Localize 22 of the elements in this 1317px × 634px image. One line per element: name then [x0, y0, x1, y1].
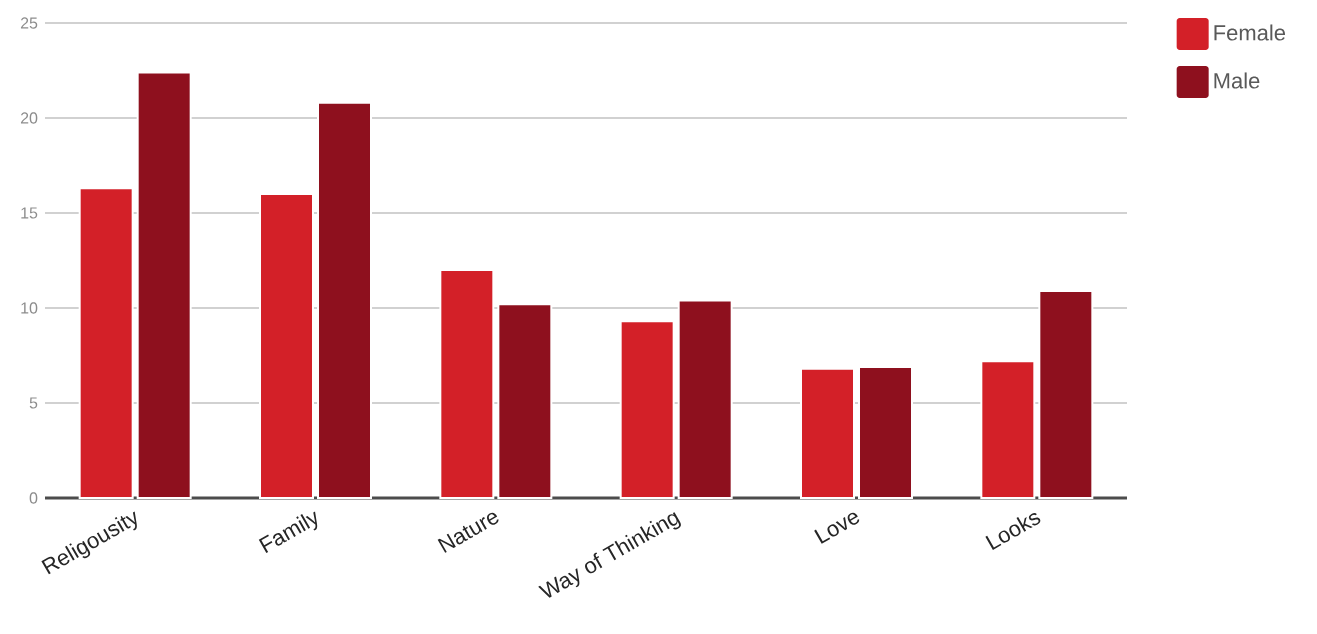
- bar: [800, 367, 855, 499]
- bar: [858, 365, 913, 499]
- bar: [1038, 289, 1094, 499]
- y-tick-label: 10: [21, 302, 38, 314]
- bar: [619, 320, 675, 499]
- y-tick-label: 25: [20, 17, 38, 29]
- y-tick-label: 15: [21, 207, 38, 219]
- legend-label: Female: [1214, 24, 1286, 41]
- bar: [136, 71, 192, 499]
- bar: [259, 193, 314, 499]
- x-tick-label: Love: [814, 512, 860, 544]
- bar: [980, 360, 1036, 499]
- legend-label: Male: [1214, 72, 1260, 89]
- y-tick-label: 0: [29, 492, 38, 504]
- y-tick-label: 5: [29, 397, 38, 409]
- bar: [317, 101, 373, 499]
- bar: [439, 269, 495, 499]
- bar: [78, 187, 134, 499]
- x-tick-label: Looks: [985, 513, 1041, 550]
- bar: [497, 303, 553, 499]
- bar: [677, 299, 733, 499]
- y-tick-label: 20: [20, 112, 38, 124]
